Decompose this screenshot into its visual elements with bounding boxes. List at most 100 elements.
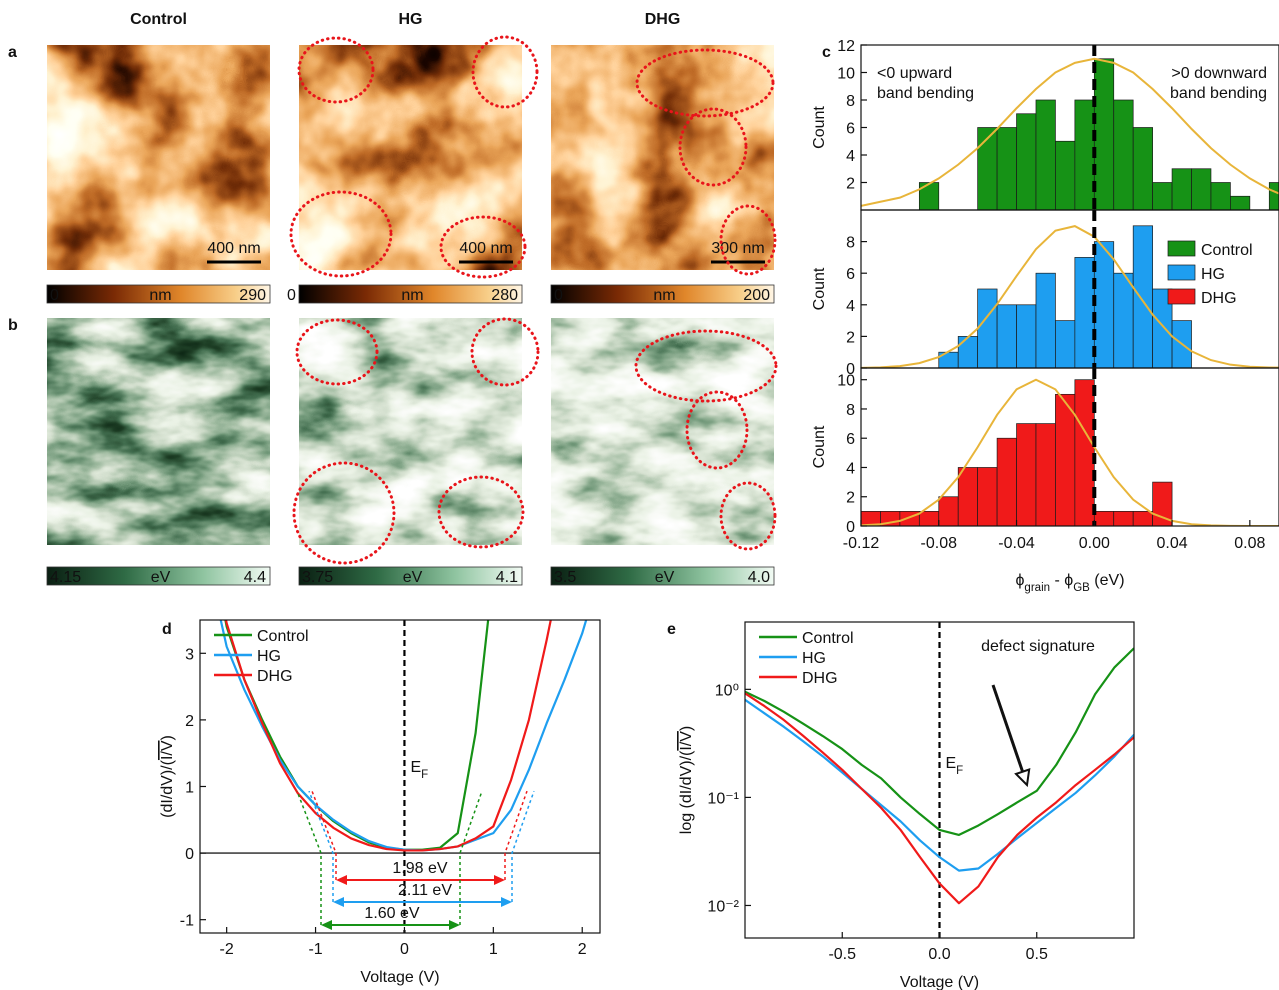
gap-arrowhead bbox=[336, 875, 347, 885]
fermi-level-label-part: E bbox=[410, 759, 421, 776]
legend-label: HG bbox=[257, 648, 281, 665]
plot-area bbox=[861, 378, 1279, 526]
plot-area bbox=[200, 620, 600, 933]
annotation: band bending bbox=[877, 85, 974, 102]
highlight-circle bbox=[289, 190, 393, 278]
y-tick-label: 4 bbox=[846, 298, 855, 315]
histogram-bar bbox=[1132, 511, 1153, 526]
axis-frame bbox=[860, 367, 1279, 527]
histogram-bar bbox=[1113, 99, 1134, 210]
x-axis-label-part: grain bbox=[1024, 582, 1050, 594]
y-tick-label: 12 bbox=[837, 38, 855, 55]
legend-label: DHG bbox=[1201, 290, 1237, 307]
colorbar-max: 4.0 bbox=[748, 569, 770, 586]
gap-label: 2.11 eV bbox=[398, 882, 452, 899]
gap-arrowhead bbox=[501, 897, 512, 907]
legend-label: HG bbox=[802, 650, 826, 667]
colorbar-max: 4.1 bbox=[496, 569, 518, 586]
y-tick-label: 10 bbox=[837, 66, 855, 83]
legend-label: HG bbox=[1201, 266, 1225, 283]
y-axis-label-part: I/V bbox=[159, 740, 176, 760]
colorbar-min: 4.15 bbox=[50, 569, 81, 586]
colorbar-max: 280 bbox=[491, 287, 518, 304]
highlight-circle bbox=[685, 390, 749, 470]
fermi-level-label-part: F bbox=[421, 769, 428, 781]
topography-image bbox=[551, 45, 774, 270]
column-title: Control bbox=[130, 11, 187, 28]
fermi-level-label: EF bbox=[410, 759, 428, 781]
histogram-bar bbox=[1035, 99, 1056, 210]
y-tick-label: 4 bbox=[846, 460, 855, 477]
x-axis-label: Voltage (V) bbox=[900, 974, 979, 990]
histogram-bar bbox=[1191, 168, 1212, 210]
annotation-arrowhead bbox=[1014, 768, 1031, 788]
legend-swatch bbox=[1167, 264, 1196, 281]
histogram-bar bbox=[996, 127, 1017, 210]
legend-label: Control bbox=[257, 628, 309, 645]
histogram-bar bbox=[1074, 379, 1095, 526]
y-tick-label: 0 bbox=[846, 361, 855, 378]
y-tick-label: 6 bbox=[846, 266, 855, 283]
colorbar-unit: nm bbox=[401, 287, 423, 304]
x-tick-label: 0.08 bbox=[1234, 535, 1265, 552]
x-tick-label: 2 bbox=[578, 941, 587, 958]
colorbar bbox=[550, 566, 775, 586]
legend-label: Control bbox=[1201, 242, 1253, 259]
colorbar-unit: eV bbox=[151, 569, 171, 586]
colorbar-min: 0 bbox=[554, 287, 563, 304]
gap-label: 1.98 eV bbox=[392, 860, 447, 877]
x-tick-label: -1 bbox=[308, 941, 322, 958]
histogram-bar bbox=[899, 511, 920, 526]
histogram-bar bbox=[957, 467, 979, 526]
highlight-circle bbox=[292, 461, 396, 565]
histogram-bar bbox=[1113, 272, 1134, 368]
histogram-bar bbox=[1152, 182, 1173, 210]
highlight-circle bbox=[295, 318, 379, 386]
legend-swatch bbox=[1167, 288, 1196, 305]
x-axis-label: Voltage (V) bbox=[360, 969, 439, 986]
y-axis-label: log (dI/dV)/(I/V) bbox=[678, 726, 695, 834]
colorbar-max: 200 bbox=[743, 287, 770, 304]
colorbar-min: 0 bbox=[50, 287, 59, 304]
histogram-bar bbox=[1074, 99, 1095, 210]
annotation: band bending bbox=[1170, 85, 1267, 102]
gap-arrowhead bbox=[333, 897, 344, 907]
histogram-bar bbox=[1268, 182, 1279, 210]
scale-bar-label: 300 nm bbox=[711, 240, 764, 257]
column-title: DHG bbox=[645, 11, 681, 28]
colorbar-min: 3.75 bbox=[302, 569, 333, 586]
extrapolation-line bbox=[504, 790, 528, 880]
histogram-bar bbox=[1074, 257, 1095, 368]
x-tick-label: 0.0 bbox=[928, 946, 950, 963]
series-line bbox=[745, 647, 1134, 836]
histogram-bar bbox=[1093, 511, 1115, 526]
highlight-circle bbox=[719, 481, 777, 551]
y-tick-label: 10⁻² bbox=[707, 898, 739, 915]
highlight-circle bbox=[635, 48, 775, 118]
extrapolation-line bbox=[511, 790, 535, 902]
extrapolation-line bbox=[308, 790, 334, 902]
highlight-circle bbox=[719, 204, 777, 276]
extrapolation-line bbox=[311, 790, 337, 880]
y-tick-label: 6 bbox=[846, 431, 855, 448]
y-tick-label: 6 bbox=[846, 121, 855, 138]
x-tick-label: -0.04 bbox=[998, 535, 1035, 552]
legend-label: Control bbox=[802, 630, 854, 647]
y-tick-label: 3 bbox=[185, 646, 194, 663]
gap-arrowhead bbox=[449, 920, 460, 930]
y-axis-label-part: I/V bbox=[678, 731, 695, 751]
colorbar-min: 0 bbox=[287, 287, 296, 304]
histogram-bar bbox=[1171, 168, 1192, 210]
y-axis-label-part: log (dI/dV)/( bbox=[678, 750, 695, 834]
histogram-bar bbox=[977, 288, 998, 368]
colorbar bbox=[298, 284, 523, 304]
colorbar-max: 290 bbox=[239, 287, 266, 304]
colorbar-unit: nm bbox=[149, 287, 171, 304]
potential-image bbox=[551, 318, 774, 545]
potential-image bbox=[299, 318, 522, 545]
legend-label: DHG bbox=[257, 668, 293, 685]
histogram-bar bbox=[1132, 127, 1153, 210]
y-tick-label: 10 bbox=[837, 373, 855, 390]
y-axis-label-part: ) bbox=[678, 726, 695, 731]
